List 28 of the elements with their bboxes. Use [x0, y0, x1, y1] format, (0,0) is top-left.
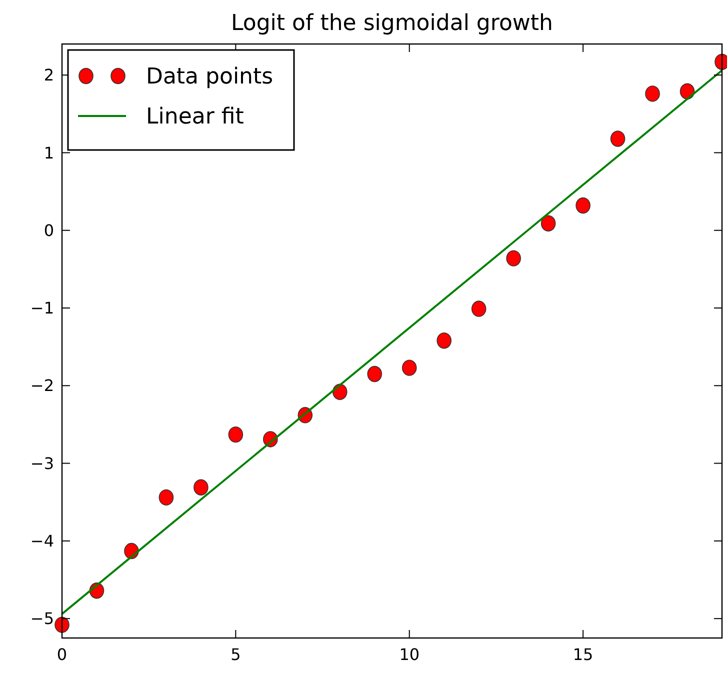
y-tick-label: 2 [44, 66, 54, 85]
point [158, 489, 174, 506]
y-tick-label: 1 [44, 143, 54, 162]
point [576, 197, 590, 214]
y-tick-label: −1 [30, 298, 54, 318]
point [540, 215, 556, 232]
point [54, 616, 70, 633]
point [228, 426, 244, 443]
point [506, 250, 521, 266]
x-tick-label: 15 [572, 645, 594, 664]
point [645, 86, 660, 102]
x-tick-label: 5 [230, 645, 241, 664]
y-tick-label: 0 [44, 220, 54, 240]
chart-title: Logit of the sigmoidal growth [231, 11, 553, 36]
x-tick-label: 10 [399, 645, 420, 664]
y-tick-label: −3 [30, 454, 54, 473]
y-tick-label: −4 [30, 532, 54, 551]
point [471, 300, 486, 317]
y-tick-label: −5 [30, 609, 54, 628]
point [367, 366, 382, 382]
legend-label: Data points [146, 64, 274, 90]
point [436, 332, 452, 349]
point [194, 479, 208, 496]
y-tick-label: −2 [30, 376, 54, 396]
point [402, 360, 417, 376]
point [610, 130, 626, 147]
x-tick-label: 0 [56, 645, 68, 664]
legend-label: Linear fit [146, 104, 244, 130]
